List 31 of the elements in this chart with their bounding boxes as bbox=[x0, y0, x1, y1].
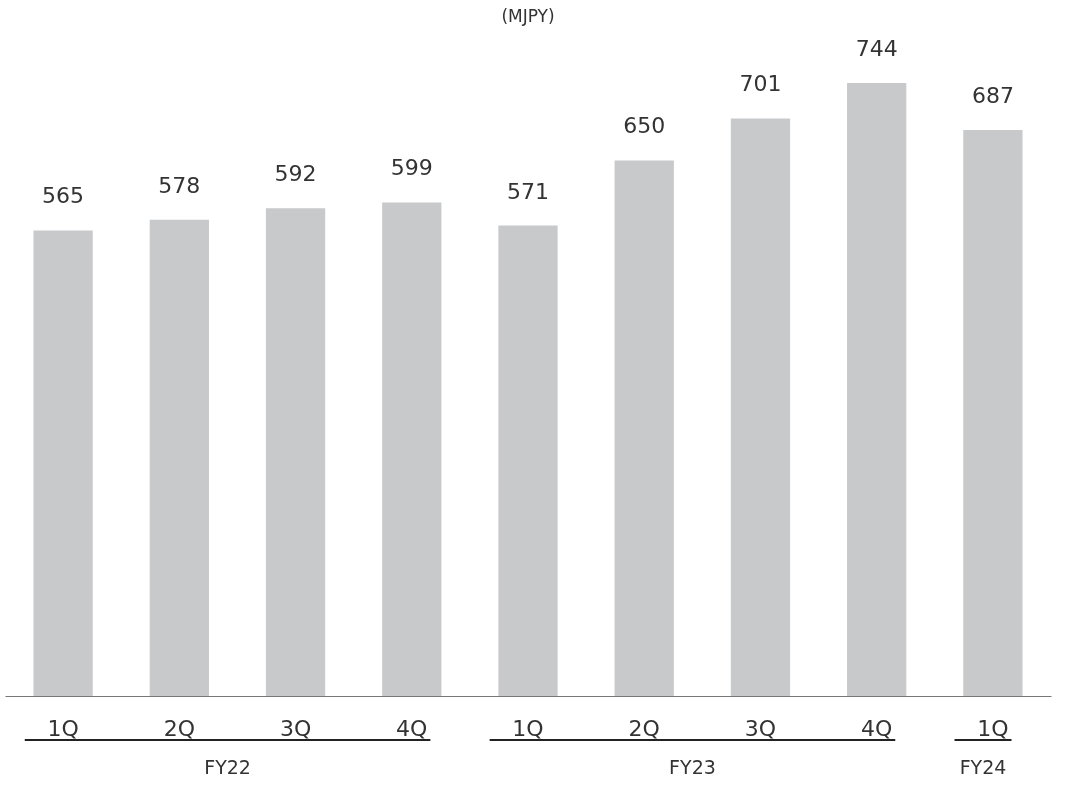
x-tick-label: 3Q bbox=[279, 715, 312, 741]
data-label: 565 bbox=[42, 183, 85, 209]
bar bbox=[847, 83, 907, 696]
data-label: 744 bbox=[855, 36, 898, 61]
bar bbox=[963, 129, 1023, 696]
bar bbox=[265, 208, 326, 696]
x-tick-label: 1Q bbox=[47, 715, 79, 741]
data-label: 687 bbox=[971, 82, 1014, 108]
x-tick-label: 1Q bbox=[512, 715, 544, 741]
x-tick-label: 3Q bbox=[744, 715, 777, 741]
data-label: 599 bbox=[390, 155, 433, 181]
data-label: 592 bbox=[274, 161, 317, 187]
bar bbox=[33, 230, 93, 696]
x-tick-label: 1Q bbox=[977, 715, 1009, 741]
text: FY23 bbox=[669, 756, 716, 778]
bar bbox=[730, 118, 791, 696]
chart-title: (MJPY) bbox=[501, 6, 555, 26]
data-label: 571 bbox=[507, 178, 549, 204]
x-tick-label: 2Q bbox=[628, 715, 660, 741]
text: FY24 bbox=[959, 756, 1007, 778]
x-tick-label: 4Q bbox=[861, 715, 893, 741]
data-label: 578 bbox=[158, 172, 201, 198]
text: FY22 bbox=[204, 756, 251, 778]
data-label: 701 bbox=[739, 71, 782, 97]
x-tick-label: 4Q bbox=[396, 715, 428, 741]
bar bbox=[149, 219, 209, 696]
bar bbox=[614, 160, 674, 696]
data-label: 650 bbox=[623, 113, 666, 139]
bar bbox=[498, 225, 558, 696]
x-tick-label: 2Q bbox=[163, 715, 195, 741]
bar bbox=[382, 202, 442, 696]
